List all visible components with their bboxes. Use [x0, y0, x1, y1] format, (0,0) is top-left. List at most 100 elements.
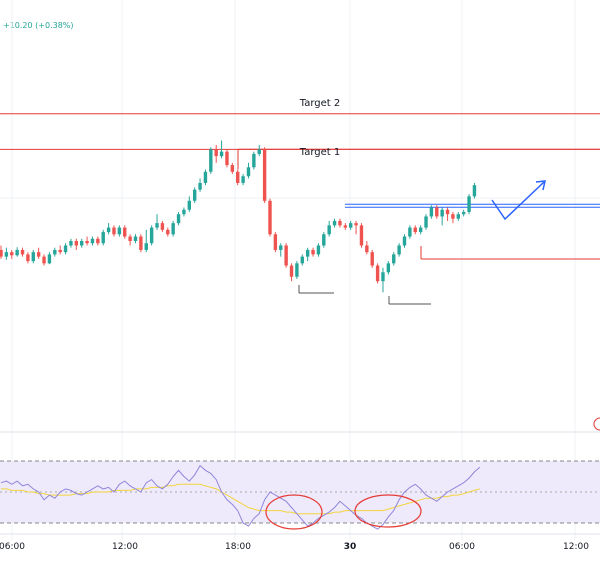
candle-body [149, 227, 154, 244]
candle-body [311, 249, 315, 255]
candle-body [332, 220, 337, 226]
candle-body [467, 196, 471, 212]
candle-body [96, 238, 100, 244]
candle-body [69, 241, 73, 246]
candle-body [203, 171, 208, 183]
candle-body [381, 272, 385, 282]
candle-body [440, 209, 444, 217]
x-tick-label: 06:00 [449, 542, 475, 552]
vertical-grid [0, 0, 600, 540]
candle-body [112, 227, 116, 235]
price-levels [0, 113, 600, 305]
candle-body [90, 238, 95, 244]
x-tick-label: 06:00 [0, 542, 25, 552]
x-tick-label: 12:00 [112, 542, 138, 552]
alert-icon[interactable] [593, 417, 600, 431]
candle-body [236, 171, 240, 183]
candle-body [42, 256, 46, 264]
candle-body [349, 223, 353, 228]
candle-body [429, 207, 434, 217]
divergence-circle-1 [265, 494, 323, 530]
time-axis: 06:00 12:00 18:00 30 06:00 12:00 [0, 533, 600, 552]
candle-body [418, 227, 423, 233]
candle-body [295, 263, 299, 277]
candle-body [117, 227, 122, 235]
candle-body [58, 249, 62, 253]
candle-body [424, 216, 428, 228]
candle-body [461, 211, 466, 215]
x-tick-label: 18:00 [225, 542, 251, 552]
price-change-label: +10.20 (+0.38%) [3, 21, 74, 30]
candle-body [257, 149, 261, 154]
candle-body [252, 153, 256, 168]
candle-body [144, 243, 148, 250]
candle-body [182, 209, 186, 215]
x-tick-label: 30 [344, 542, 357, 552]
candle-body [36, 252, 41, 257]
candle-body [63, 245, 68, 253]
arrow-head [535, 180, 546, 191]
candle-body [343, 225, 348, 228]
candle-body [139, 236, 143, 250]
candle-body [305, 249, 310, 257]
candle-body [359, 225, 364, 246]
candle-body [85, 241, 89, 244]
candle-body [375, 265, 380, 282]
candle-body [101, 232, 105, 244]
candle-body [209, 149, 213, 172]
candle-body [327, 225, 331, 235]
candle-body [53, 249, 57, 255]
x-tick-label: 12:00 [563, 542, 589, 552]
candle-body [123, 227, 127, 237]
candle-body [214, 149, 218, 157]
candle-body [289, 265, 294, 277]
candle-body [4, 252, 9, 257]
candle-body [10, 252, 14, 256]
candle-body [225, 151, 229, 166]
candle-body [155, 223, 159, 228]
candle-body [80, 241, 84, 246]
candle-body [128, 236, 132, 241]
candle-body [219, 151, 224, 157]
arrow-path [491, 181, 545, 221]
candle-body [435, 207, 439, 217]
candle-body [402, 236, 407, 246]
candle-body [279, 245, 283, 250]
candle-body [133, 236, 138, 241]
candle-body [171, 223, 175, 235]
candle-body [20, 249, 25, 255]
candle-body [284, 245, 288, 266]
candle-body [31, 252, 35, 262]
candle-body [198, 182, 202, 190]
candle-body [456, 214, 460, 219]
candle-body [160, 223, 165, 230]
candle-body [15, 249, 19, 256]
candle-body [408, 227, 412, 237]
candle-body [26, 254, 30, 262]
rsi-line [0, 464, 481, 530]
candle-body [370, 252, 374, 266]
candle-body [316, 245, 321, 255]
candle-body [472, 185, 477, 197]
candle-body [47, 254, 52, 264]
candle-body [273, 234, 278, 250]
candle-body [166, 229, 170, 235]
rsi-panel [0, 431, 600, 530]
candle-body [187, 200, 191, 210]
divergence-circle-2 [354, 494, 422, 528]
candle-body [246, 167, 251, 177]
candle-body [262, 149, 267, 201]
candle-body [451, 214, 455, 219]
target2-label: Target 2 [299, 98, 340, 109]
candle-body [338, 220, 342, 226]
candles [0, 140, 477, 293]
candle-body [176, 214, 181, 224]
candle-body [192, 189, 197, 201]
candle-body [230, 165, 235, 172]
candle-body [268, 200, 272, 235]
candle-body [74, 241, 79, 246]
candle-body [0, 249, 3, 257]
target1-label: Target 1 [299, 147, 340, 158]
candle-body [322, 234, 326, 246]
